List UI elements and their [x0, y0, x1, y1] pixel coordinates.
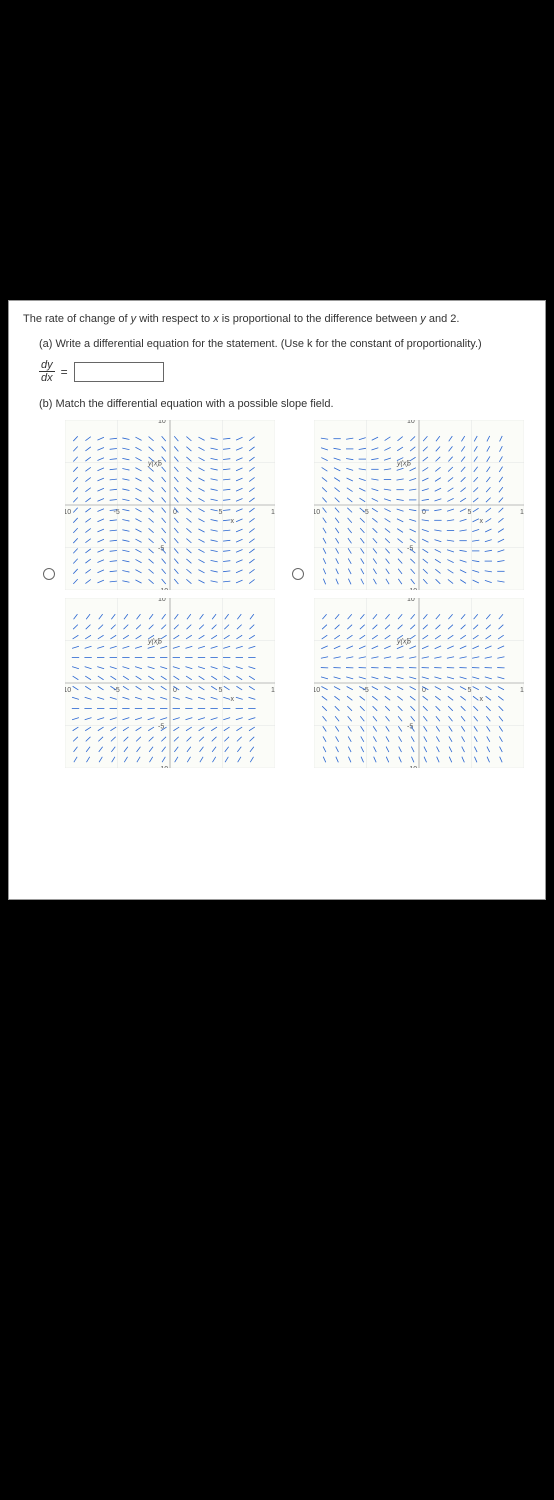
- svg-text:-10: -10: [407, 588, 417, 590]
- part-b-label: (b) Match the differential equation with…: [39, 396, 531, 414]
- svg-text:5: 5: [468, 687, 472, 694]
- slope-field-c: -10-10-5-55510100y(x)x: [65, 598, 275, 768]
- svg-text:-10: -10: [314, 509, 320, 516]
- slope-field-grid: -10-10-5-55510100y(x)x -10-10-5-55510100…: [39, 420, 531, 768]
- svg-text:x: x: [480, 518, 484, 525]
- slope-field-d: -10-10-5-55510100y(x)x: [314, 598, 524, 768]
- content-area: The rate of change of y with respect to …: [9, 301, 545, 778]
- svg-text:-5: -5: [407, 723, 413, 730]
- svg-text:x: x: [231, 518, 235, 525]
- radio-col-a: [39, 420, 59, 590]
- svg-text:y(x): y(x): [396, 638, 409, 645]
- svg-text:5: 5: [468, 509, 472, 516]
- slope-field-b: -10-10-5-55510100y(x)x: [314, 420, 524, 590]
- stmt-text: is proportional to the difference betwee…: [219, 313, 421, 325]
- equals-sign: =: [61, 365, 68, 379]
- svg-text:10: 10: [158, 420, 166, 425]
- svg-text:10: 10: [271, 687, 275, 694]
- svg-text:10: 10: [520, 509, 524, 516]
- radio-col-c: [39, 598, 59, 768]
- svg-text:5: 5: [219, 509, 223, 516]
- radio-option-b[interactable]: [292, 568, 304, 580]
- svg-text:-10: -10: [158, 588, 168, 590]
- radio-option-a[interactable]: [43, 568, 55, 580]
- stmt-text: with respect to: [136, 313, 213, 325]
- dy-dx-fraction: dy dx: [39, 359, 55, 384]
- svg-text:-10: -10: [65, 687, 71, 694]
- radio-col-d: [288, 598, 308, 768]
- svg-text:5: 5: [219, 687, 223, 694]
- svg-text:-10: -10: [314, 687, 320, 694]
- problem-statement: The rate of change of y with respect to …: [23, 311, 531, 328]
- svg-text:10: 10: [271, 509, 275, 516]
- svg-text:-5: -5: [158, 545, 164, 552]
- svg-text:-5: -5: [363, 687, 369, 694]
- fraction-denominator: dx: [39, 372, 55, 384]
- stmt-text: and 2.: [426, 313, 460, 325]
- svg-text:10: 10: [158, 598, 166, 603]
- equation-row: dy dx =: [39, 359, 531, 384]
- part-a-label: (a) Write a differential equation for th…: [39, 336, 531, 354]
- svg-text:x: x: [231, 696, 235, 703]
- svg-text:y(x): y(x): [147, 638, 160, 645]
- stmt-text: The rate of change of: [23, 313, 131, 325]
- svg-text:-10: -10: [158, 766, 168, 768]
- pa-text: (a) Write a differential equation for th…: [39, 338, 307, 350]
- radio-col-b: [288, 420, 308, 590]
- svg-text:y(x): y(x): [396, 460, 409, 467]
- pa-text2: for the constant of proportionality.): [313, 338, 482, 350]
- svg-text:-5: -5: [114, 687, 120, 694]
- svg-text:x: x: [480, 696, 484, 703]
- svg-text:-5: -5: [363, 509, 369, 516]
- svg-text:-10: -10: [407, 766, 417, 768]
- svg-text:10: 10: [407, 420, 415, 425]
- svg-text:10: 10: [520, 687, 524, 694]
- svg-text:10: 10: [407, 598, 415, 603]
- fraction-numerator: dy: [39, 359, 55, 372]
- svg-text:-10: -10: [65, 509, 71, 516]
- question-panel: The rate of change of y with respect to …: [8, 300, 546, 900]
- answer-input[interactable]: [74, 362, 164, 382]
- slope-field-a: -10-10-5-55510100y(x)x: [65, 420, 275, 590]
